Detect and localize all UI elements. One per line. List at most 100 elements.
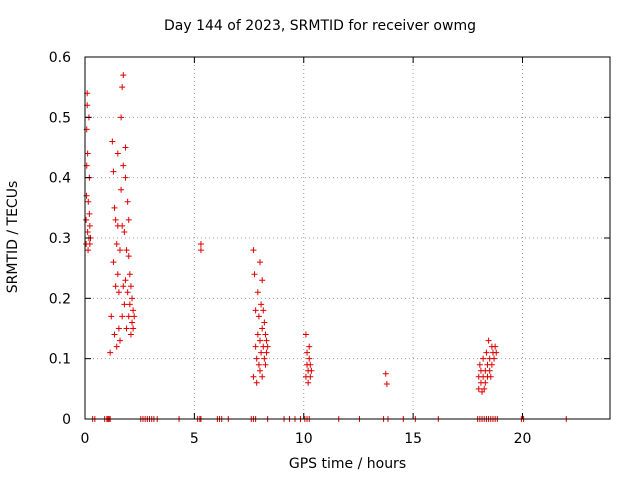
- y-tick-label: 0.4: [49, 171, 71, 187]
- data-point: [113, 343, 120, 350]
- data-point: [480, 355, 487, 362]
- data-point: [86, 222, 93, 229]
- data-point: [262, 361, 269, 368]
- data-point: [117, 337, 123, 344]
- data-point: [129, 295, 136, 302]
- data-point: [250, 373, 257, 380]
- data-point: [260, 307, 267, 314]
- data-point: [479, 388, 486, 395]
- chart-title: Day 144 of 2023, SRMTID for receiver owm…: [164, 18, 476, 34]
- data-point: [122, 174, 129, 181]
- data-point: [108, 313, 115, 320]
- data-point: [257, 337, 263, 344]
- data-point: [492, 343, 499, 350]
- data-point: [123, 325, 130, 332]
- data-point: [308, 367, 315, 374]
- data-point: [125, 313, 132, 320]
- data-point: [493, 349, 500, 356]
- data-point: [482, 379, 489, 386]
- data-point: [306, 355, 313, 362]
- data-point: [254, 289, 261, 296]
- data-point: [306, 343, 313, 350]
- data-point: [110, 259, 117, 266]
- data-point: [251, 271, 258, 278]
- data-points: [83, 72, 570, 422]
- data-point: [197, 241, 204, 248]
- data-point: [307, 373, 314, 380]
- data-point: [486, 367, 493, 374]
- data-point: [126, 271, 133, 278]
- data-point: [126, 301, 133, 308]
- data-point: [124, 198, 131, 205]
- x-tick-label: 15: [404, 431, 422, 447]
- data-point: [483, 349, 490, 356]
- data-point: [476, 361, 483, 368]
- data-point: [304, 349, 311, 356]
- data-point: [117, 247, 123, 254]
- data-point: [258, 349, 265, 356]
- data-point: [86, 210, 93, 217]
- y-tick-label: 0.5: [49, 110, 71, 126]
- x-tick-label: 5: [190, 431, 199, 447]
- x-tick-label: 0: [81, 431, 90, 447]
- data-point: [122, 144, 129, 151]
- data-point: [112, 216, 119, 223]
- data-point: [305, 379, 312, 386]
- data-point: [257, 367, 263, 374]
- y-tick-label: 0.2: [49, 291, 71, 307]
- data-point: [125, 253, 132, 260]
- data-point: [487, 373, 494, 380]
- data-point: [259, 325, 266, 332]
- data-point: [263, 337, 270, 344]
- data-point: [119, 313, 126, 320]
- data-point: [121, 228, 128, 235]
- data-point: [84, 228, 91, 235]
- data-point: [120, 283, 127, 290]
- data-point: [255, 361, 262, 368]
- data-point: [250, 247, 257, 254]
- plot-frame: [84, 56, 611, 420]
- data-point: [114, 150, 121, 157]
- data-point: [111, 204, 118, 211]
- data-point: [114, 271, 121, 278]
- y-tick-label: 0.1: [49, 352, 71, 368]
- data-point: [262, 331, 269, 338]
- y-tick-label: 0.6: [49, 50, 71, 66]
- data-point: [121, 301, 128, 308]
- data-point: [110, 168, 117, 175]
- data-point: [113, 241, 120, 248]
- axis-ticks: 0 5 10 15 20 0 0.1 0.2 0.3 0.4 0.5 0.6: [49, 50, 610, 447]
- data-point: [253, 355, 260, 362]
- data-point: [129, 319, 136, 326]
- data-point: [123, 247, 130, 254]
- y-tick-label: 0: [62, 412, 71, 428]
- data-point: [488, 361, 495, 368]
- data-point: [86, 241, 93, 248]
- data-point: [254, 331, 261, 338]
- data-point: [127, 283, 134, 290]
- data-point: [120, 162, 127, 169]
- data-point: [109, 138, 116, 145]
- data-point: [118, 114, 125, 121]
- data-point: [120, 72, 127, 79]
- data-point: [119, 84, 126, 91]
- data-point: [252, 343, 259, 350]
- data-point: [127, 331, 134, 338]
- data-point: [383, 381, 390, 388]
- data-point: [253, 379, 260, 386]
- data-point: [130, 325, 137, 332]
- data-point: [255, 313, 262, 320]
- data-point: [124, 289, 131, 296]
- data-point: [118, 186, 125, 193]
- grid-lines: [85, 57, 610, 419]
- data-point: [83, 216, 90, 223]
- x-tick-label: 10: [295, 431, 313, 447]
- data-point: [261, 355, 268, 362]
- data-point: [112, 283, 119, 290]
- data-point: [85, 198, 92, 205]
- data-point: [115, 289, 122, 296]
- data-point: [475, 385, 482, 392]
- x-tick-label: 20: [514, 431, 532, 447]
- data-point: [264, 343, 271, 350]
